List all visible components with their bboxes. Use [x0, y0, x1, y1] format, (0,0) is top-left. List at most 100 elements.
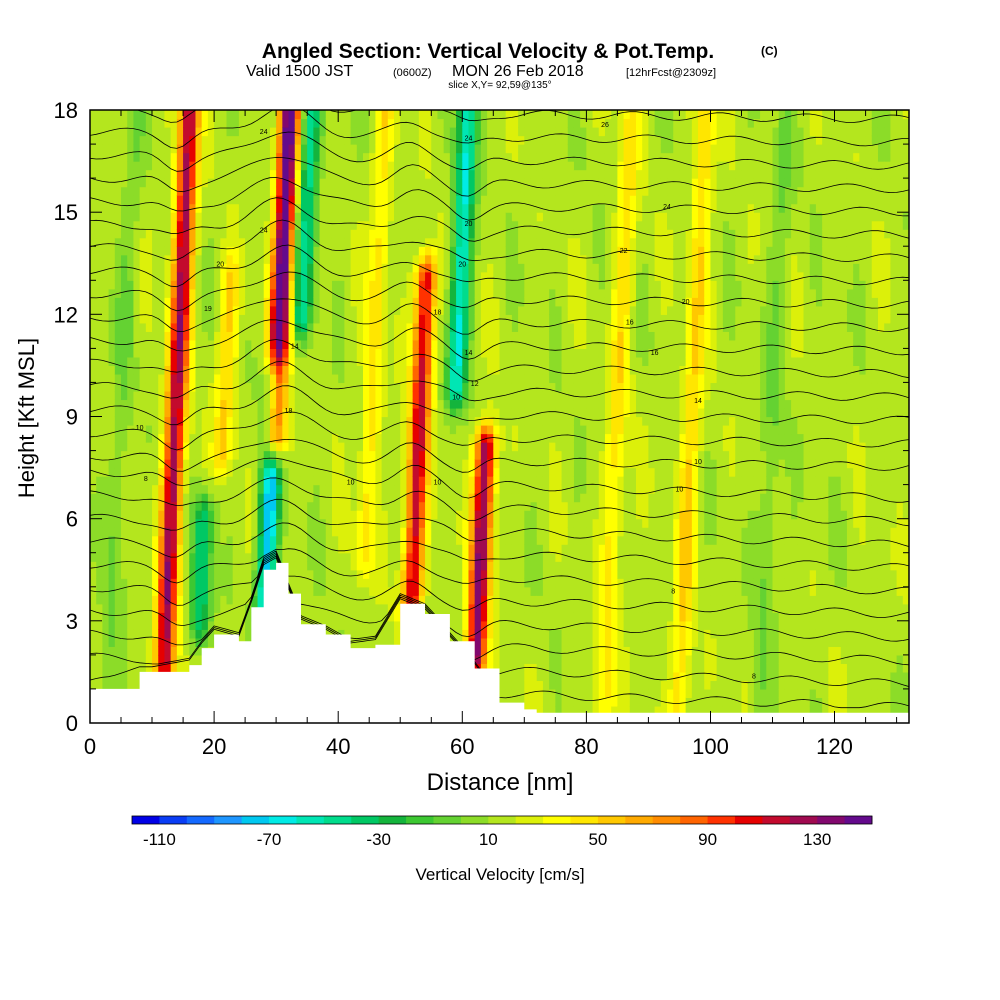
heatmap-cell [121, 271, 128, 281]
heatmap-cell [300, 212, 308, 222]
heatmap-cell [369, 161, 376, 171]
heatmap-cell [121, 467, 128, 477]
heatmap-cell [350, 229, 358, 239]
heatmap-cell [207, 586, 215, 596]
heatmap-cell [363, 195, 370, 205]
heatmap-cell [263, 527, 271, 537]
heatmap-cell [183, 288, 190, 298]
heatmap-cell [288, 186, 296, 196]
heatmap-cell [108, 237, 116, 247]
heatmap-cell [350, 484, 358, 494]
heatmap-cell [232, 110, 240, 120]
heatmap-cell [344, 578, 352, 588]
heatmap-cell [456, 152, 463, 162]
heatmap-cell [387, 144, 395, 154]
heatmap-cell [474, 544, 482, 554]
heatmap-cell [474, 390, 482, 401]
heatmap-cell [468, 467, 476, 477]
heatmap-cell [152, 314, 159, 324]
heatmap-cell [164, 569, 172, 579]
heatmap-cell [431, 263, 439, 273]
heatmap-cell [269, 322, 277, 332]
heatmap-cell [282, 118, 290, 128]
heatmap-cell [189, 586, 197, 596]
heatmap-cell [468, 314, 476, 324]
heatmap-cell [139, 195, 147, 205]
heatmap-cell [251, 229, 259, 239]
heatmap-cell [468, 212, 476, 222]
heatmap-cell [363, 152, 370, 162]
heatmap-cell [108, 646, 116, 656]
heatmap-cell [121, 356, 128, 367]
heatmap-cell [480, 186, 488, 196]
heatmap-cell [505, 373, 513, 384]
heatmap-cell [313, 356, 321, 367]
heatmap-cell [363, 569, 370, 579]
heatmap-cell [387, 484, 395, 494]
heatmap-cell [145, 484, 153, 494]
heatmap-cell [139, 237, 147, 247]
heatmap-cell [418, 220, 426, 230]
heatmap-cell [201, 297, 209, 307]
heatmap-cell [431, 348, 439, 358]
heatmap-cell [350, 280, 358, 290]
heatmap-cell [319, 561, 327, 571]
heatmap-cell [195, 654, 203, 664]
heatmap-cell [381, 288, 389, 298]
heatmap-cell [499, 127, 507, 137]
heatmap-cell [487, 603, 494, 613]
heatmap-cell [313, 178, 321, 188]
heatmap-cell [127, 433, 135, 443]
heatmap-cell [183, 595, 190, 605]
heatmap-cell [164, 510, 172, 520]
heatmap-cell [152, 552, 159, 562]
heatmap-cell [176, 603, 184, 613]
heatmap-cell [257, 144, 265, 154]
heatmap-cell [195, 280, 203, 290]
heatmap-cell [462, 561, 470, 571]
heatmap-cell [108, 501, 116, 511]
heatmap-cell [282, 527, 290, 537]
heatmap-cell [245, 390, 252, 401]
heatmap-cell [170, 425, 178, 435]
heatmap-cell [133, 271, 141, 281]
heatmap-cell [443, 510, 451, 520]
heatmap-cell [313, 450, 321, 460]
heatmap-cell [90, 399, 97, 409]
heatmap-cell [90, 501, 97, 511]
heatmap-cell [369, 382, 376, 392]
heatmap-cell [363, 135, 370, 145]
heatmap-cell [468, 586, 476, 596]
heatmap-cell [499, 305, 507, 315]
heatmap-cell [251, 110, 259, 120]
heatmap-cell [307, 603, 314, 613]
heatmap-cell [276, 459, 283, 469]
heatmap-cell [183, 339, 190, 349]
heatmap-cell [276, 390, 283, 401]
heatmap-cell [437, 510, 445, 520]
heatmap-cell [313, 561, 321, 571]
heatmap-cell [400, 186, 408, 196]
heatmap-cell [183, 195, 190, 205]
heatmap-cell [114, 203, 122, 213]
heatmap-cell [363, 637, 370, 647]
heatmap-cell [139, 425, 147, 435]
heatmap-cell [133, 612, 141, 622]
heatmap-cell [90, 467, 97, 477]
heatmap-cell [96, 603, 103, 613]
heatmap-cell [245, 195, 252, 205]
heatmap-cell [121, 263, 128, 273]
heatmap-cell [158, 246, 166, 256]
heatmap-cell [313, 493, 321, 503]
heatmap-cell [201, 373, 209, 384]
heatmap-cell [214, 501, 221, 511]
heatmap-cell [499, 450, 507, 460]
heatmap-cell [232, 476, 240, 486]
heatmap-cell [108, 544, 116, 554]
heatmap-cell [245, 612, 252, 622]
heatmap-cell [418, 373, 426, 384]
heatmap-cell [449, 527, 457, 537]
heatmap-cell [288, 578, 296, 588]
heatmap-cell [164, 646, 172, 656]
heatmap-cell [96, 254, 103, 264]
